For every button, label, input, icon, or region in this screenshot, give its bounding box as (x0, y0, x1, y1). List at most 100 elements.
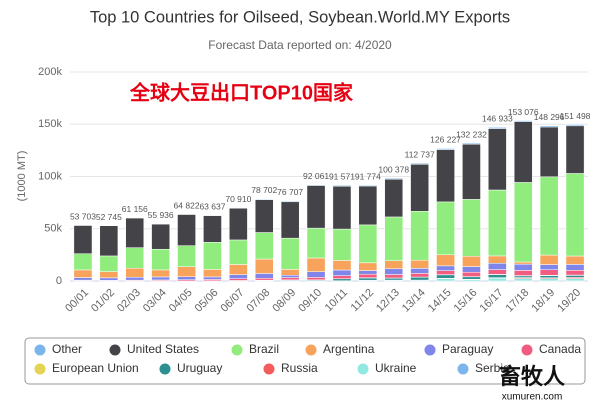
bar-segment (151, 269, 170, 278)
x-tick-label: 02/03 (115, 287, 143, 315)
bar-segment (73, 253, 93, 271)
legend-marker[interactable] (109, 344, 121, 356)
total-label: 52 745 (96, 212, 122, 222)
legend-marker[interactable] (34, 344, 46, 356)
bar-segment (539, 176, 559, 256)
total-label: 70 910 (225, 194, 251, 204)
legend-label[interactable]: European Union (52, 361, 139, 375)
bar-segment (203, 242, 222, 270)
bar-segment (539, 125, 559, 128)
legend-label[interactable]: Paraguay (442, 342, 493, 356)
total-label: 146 933 (482, 114, 513, 124)
bar-segment (229, 274, 248, 279)
legend-marker[interactable] (521, 344, 533, 356)
bar-segment (306, 185, 326, 229)
bar-segment (254, 198, 274, 200)
bar-segment (539, 264, 559, 270)
bar-segment (306, 271, 326, 278)
bar-segment (151, 248, 170, 271)
x-tick-label: 18/19 (529, 287, 557, 315)
bar-segment (332, 269, 352, 276)
bar-segment (565, 124, 585, 127)
legend-label[interactable]: Russia (281, 361, 318, 375)
bar-segment (436, 148, 455, 150)
y-tick-label: 150k (38, 118, 62, 130)
bar-segment (462, 266, 481, 273)
x-tick-label: 05/06 (193, 287, 221, 315)
bar-segment (332, 260, 352, 271)
bar-segment (358, 185, 378, 226)
legend-label[interactable]: Uruguay (177, 361, 222, 375)
bar-segment (177, 266, 196, 277)
bar-segment (125, 268, 145, 278)
bar-segment (151, 223, 170, 250)
x-tick-label: 04/05 (167, 287, 195, 315)
annotation: 全球大豆出口TOP10国家 (129, 80, 354, 104)
bar-segment (229, 264, 248, 275)
legend-label[interactable]: Other (52, 342, 82, 356)
watermark-name: 畜牧人 (499, 364, 565, 389)
bar-segment (177, 214, 196, 246)
bar-segment (539, 275, 559, 279)
bar-segment (436, 201, 455, 256)
legend-marker[interactable] (357, 363, 369, 375)
bar-segment (462, 143, 481, 200)
bar-segment (229, 207, 248, 241)
bar-segment (254, 258, 274, 274)
legend-label[interactable]: United States (127, 342, 199, 356)
bar-segment (436, 274, 455, 279)
x-tick-label: 08/09 (270, 287, 298, 315)
x-tick-label: 01/02 (89, 287, 117, 315)
bar-segment (73, 225, 93, 254)
bar-segment (384, 260, 404, 270)
total-label: 91 774 (355, 171, 381, 181)
bar-segment (229, 207, 248, 209)
total-label: 76 707 (277, 187, 303, 197)
legend-marker[interactable] (457, 363, 469, 375)
total-label: 151 498 (560, 111, 591, 121)
legend-box (24, 337, 586, 385)
legend-label[interactable]: Brazil (249, 342, 279, 356)
x-tick-label: 16/17 (478, 287, 506, 315)
bar-segment (539, 126, 559, 178)
bar-segment (488, 189, 507, 257)
bar-segment (99, 255, 119, 272)
total-label: 63 637 (199, 201, 225, 211)
bar-segment (384, 216, 404, 261)
bar-segment (513, 120, 533, 122)
legend-label[interactable]: Ukraine (375, 361, 417, 375)
x-tick-label: 13/14 (400, 287, 428, 315)
bar-segment (99, 277, 119, 281)
bar-segment (410, 268, 429, 274)
bar-segment (513, 261, 533, 265)
bar-segment (565, 255, 585, 265)
legend-marker[interactable] (34, 363, 46, 375)
bar-segment (436, 254, 455, 267)
legend-label[interactable]: Serbia (475, 361, 510, 375)
bar-segment (203, 214, 222, 216)
bar-segment (332, 185, 352, 230)
legend-marker[interactable] (424, 344, 436, 356)
bar-segment (280, 201, 300, 239)
x-tick-label: 19/20 (555, 287, 583, 315)
x-tick-label: 17/18 (503, 287, 531, 315)
bar-segment (539, 254, 559, 265)
bar-segment (384, 178, 404, 180)
total-label: 78 702 (251, 185, 277, 195)
bar-segment (332, 278, 352, 281)
y-axis-label: (1000 MT) (16, 151, 28, 202)
bar-segment (254, 199, 274, 233)
bar-segment (488, 255, 507, 264)
legend-marker[interactable] (231, 344, 243, 356)
bar-segment (513, 182, 533, 263)
legend-marker[interactable] (159, 363, 171, 375)
x-tick-label: 10/11 (323, 287, 350, 314)
legend-marker[interactable] (305, 344, 317, 356)
bar-segment (488, 274, 507, 278)
bar-segment (488, 127, 507, 129)
legend-label[interactable]: Argentina (323, 342, 375, 356)
legend-label[interactable]: Canada (539, 342, 581, 356)
legend-marker[interactable] (263, 363, 275, 375)
total-label: 91 571 (329, 172, 355, 182)
